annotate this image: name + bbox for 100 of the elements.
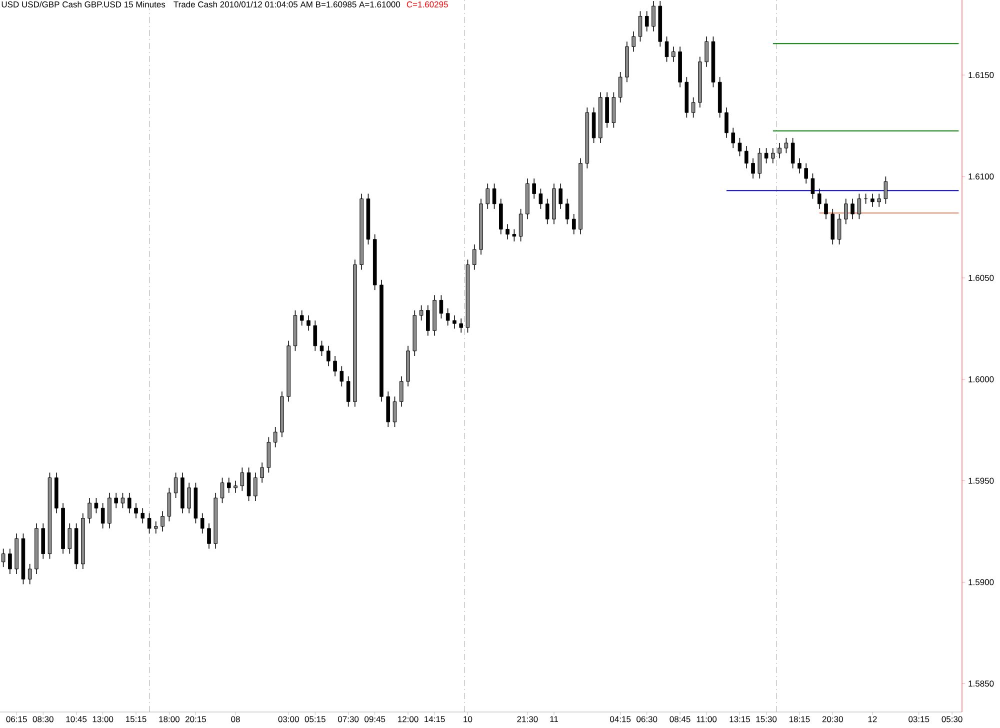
candlestick xyxy=(94,498,98,514)
x-tick-label: 20:30 xyxy=(822,716,843,722)
candlestick xyxy=(68,522,72,554)
candlestick xyxy=(644,10,649,32)
candlestick xyxy=(439,294,444,319)
y-tick-label: 1.6100 xyxy=(968,173,994,180)
x-tick-label: 12 xyxy=(868,716,877,722)
x-tick-label: 12:00 xyxy=(398,716,418,722)
candlestick xyxy=(844,198,848,225)
y-tick-label: 1.6000 xyxy=(968,376,994,382)
x-tick-label: 08:30 xyxy=(32,716,54,722)
x-tick-label: 03:00 xyxy=(278,716,299,722)
candlestick xyxy=(738,138,742,157)
candlestick xyxy=(632,31,636,52)
candlestick xyxy=(486,183,490,210)
candlestick xyxy=(884,176,888,204)
candlestick xyxy=(306,315,310,332)
x-tick-label: 11 xyxy=(550,716,558,722)
candlestick xyxy=(492,183,496,210)
candlestick xyxy=(260,462,264,484)
candlestick xyxy=(506,224,510,240)
candlestick xyxy=(452,315,456,330)
candlestick xyxy=(167,487,172,522)
candlestick xyxy=(837,214,842,245)
candlestick xyxy=(240,467,244,492)
candlestick xyxy=(446,308,450,326)
candlestick xyxy=(399,376,404,408)
candlestick xyxy=(731,127,736,148)
x-tick-label: 05:30 xyxy=(942,716,962,722)
candlestick xyxy=(340,366,344,387)
candlestick xyxy=(346,376,350,408)
candlestick xyxy=(724,107,728,138)
candlestick xyxy=(565,198,570,225)
y-tick-label: 1.5950 xyxy=(968,478,994,484)
candlestick xyxy=(187,482,191,514)
candlestick xyxy=(652,0,656,32)
candlestick xyxy=(140,508,145,524)
candlestick xyxy=(313,320,318,352)
candlestick xyxy=(320,340,324,356)
candlestick xyxy=(333,356,337,377)
candlestick xyxy=(538,188,543,210)
candlestick xyxy=(147,512,152,534)
x-tick-label: 13:15 xyxy=(730,716,750,722)
candlestick xyxy=(751,158,755,179)
y-tick-label: 1.6150 xyxy=(968,72,994,78)
x-tick-label: 10 xyxy=(464,716,472,722)
candlestick xyxy=(804,162,808,184)
candlestick xyxy=(532,178,536,200)
y-tick-label: 1.5900 xyxy=(968,579,994,586)
candlestick xyxy=(790,138,795,169)
candlestick xyxy=(160,510,164,532)
candlestick xyxy=(174,472,178,498)
candlestick xyxy=(817,188,822,210)
candlestick xyxy=(426,304,430,336)
candlestick xyxy=(326,345,330,367)
x-tick-label: 10:45 xyxy=(66,716,87,722)
candlestick xyxy=(459,318,464,334)
candlestick xyxy=(207,522,211,550)
candlestick xyxy=(618,72,622,103)
candlestick xyxy=(758,148,762,179)
candlestick xyxy=(200,512,204,534)
candlestick xyxy=(234,480,238,494)
candlestick xyxy=(100,502,105,529)
x-tick-label: 18:00 xyxy=(159,716,180,722)
candlestick xyxy=(672,46,676,62)
candlestick xyxy=(300,310,304,326)
candlestick xyxy=(226,477,231,494)
candlestick xyxy=(512,228,516,242)
x-tick-label: 14:15 xyxy=(424,716,445,722)
chart-subtitle: Trade Cash 2010/01/12 01:04:05 AM B=1.60985 A=1.61000 xyxy=(174,1,400,8)
candlestick xyxy=(810,173,815,200)
x-tick-label: 15:15 xyxy=(126,716,146,722)
candlestick xyxy=(254,472,258,502)
x-tick-label: 08:45 xyxy=(670,716,690,722)
candlestick xyxy=(824,198,828,220)
candlestick xyxy=(545,198,550,225)
candlestick xyxy=(120,492,125,509)
annotation: C=1.60295 xyxy=(406,1,448,8)
chart-title: USD USD/GBP Cash GBP.USD 15 Minutes xyxy=(2,1,166,8)
candlestick xyxy=(392,396,397,428)
x-tick-label: 21:30 xyxy=(517,716,538,722)
candlestick xyxy=(857,193,862,220)
x-tick-label: 15:30 xyxy=(756,716,777,722)
candlestick xyxy=(154,520,158,534)
candlestick xyxy=(877,193,881,208)
candlestick xyxy=(220,477,224,504)
x-tick-label: 13:00 xyxy=(92,716,114,722)
candlestick xyxy=(273,426,278,448)
x-tick-label: 18:15 xyxy=(789,716,810,722)
x-tick-label: 08 xyxy=(231,716,240,722)
y-tick-label: 1.5850 xyxy=(968,680,994,687)
candlestick xyxy=(472,244,476,270)
candlestick xyxy=(870,193,874,208)
x-tick-label: 03:15 xyxy=(908,716,930,722)
candlestick xyxy=(691,96,696,118)
x-tick-label: 04:15 xyxy=(610,716,631,722)
x-tick-label: 20:15 xyxy=(186,716,206,722)
candlestick xyxy=(518,208,523,242)
candlestick xyxy=(798,158,802,174)
candlestick xyxy=(419,304,424,321)
